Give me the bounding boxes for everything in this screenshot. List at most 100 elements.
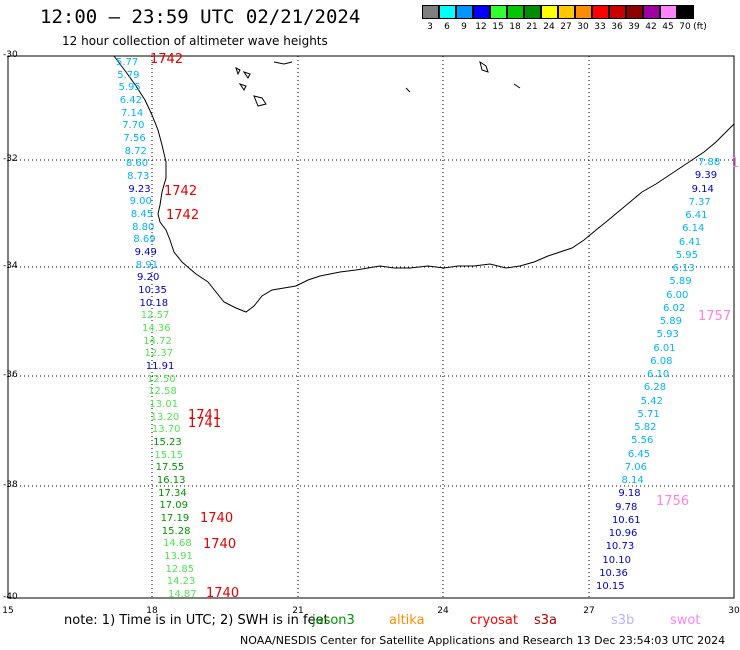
- legend-swatch: [524, 5, 541, 19]
- wave-height-label: 5.42: [640, 395, 663, 407]
- wave-height-label: 9.20: [137, 272, 160, 284]
- pass-time-label: 1740: [203, 537, 237, 552]
- wave-height-label: 9.49: [134, 247, 157, 258]
- legend-swatch: [626, 5, 643, 19]
- legend-label: 15: [492, 22, 504, 32]
- legend-swatch: [439, 5, 456, 19]
- legend-label: 18: [509, 22, 521, 32]
- wave-height-label: 8.72: [124, 145, 147, 157]
- wave-height-label: 14.68: [163, 538, 192, 550]
- wave-height-label: 14.23: [166, 576, 196, 588]
- wave-height-label: 15.15: [154, 449, 184, 461]
- wave-height-label: 5.56: [631, 435, 654, 447]
- legend-label: 30: [577, 22, 589, 32]
- lat-tick-label: -38: [3, 480, 18, 490]
- wave-height-label: 9.23: [128, 183, 151, 195]
- wave-height-label: 6.01: [653, 342, 676, 354]
- wave-height-label: 14.36: [142, 323, 171, 334]
- wave-height-label: 7.56: [123, 133, 146, 144]
- legend-swatch: [677, 5, 694, 19]
- satellite-jason3: jason3: [312, 613, 355, 628]
- wave-height-label: 7.70: [122, 120, 145, 132]
- lat-tick-label: -30: [3, 50, 18, 60]
- lat-tick-label: -36: [3, 370, 18, 380]
- pass-time-label: 1757: [698, 309, 732, 324]
- legend-label: 6: [444, 22, 450, 32]
- wave-height-label: 9.78: [615, 501, 638, 513]
- wave-height-label: 7.14: [120, 107, 144, 119]
- page-subtitle: 12 hour collection of altimeter wave hei…: [62, 34, 328, 48]
- legend-swatch: [473, 5, 490, 19]
- wave-height-label: 10.18: [139, 297, 169, 309]
- legend-swatch: [643, 5, 660, 19]
- legend-label: 70: [679, 22, 691, 32]
- footnote: note: 1) Time is in UTC; 2) SWH is in fe…: [64, 613, 329, 628]
- wave-height-label: 10.10: [602, 554, 632, 566]
- legend-label: 24: [543, 22, 555, 32]
- legend-swatch: [592, 5, 609, 19]
- lon-tick-label: 24: [437, 606, 449, 616]
- wave-height-label: 12.85: [165, 563, 195, 575]
- wave-height-label: 6.02: [662, 302, 686, 314]
- wave-height-label: 6.41: [678, 236, 702, 248]
- wave-height-label: 6.10: [647, 369, 670, 380]
- legend-swatch: [558, 5, 575, 19]
- satellite-s3a: s3a: [534, 613, 558, 628]
- wave-height-label: 13.01: [149, 399, 179, 410]
- islands: [235, 60, 521, 107]
- legend-label: 9: [461, 22, 467, 32]
- wave-height-label: 13.20: [150, 411, 180, 423]
- lon-tick-label: 15: [2, 606, 14, 616]
- lon-tick-label: 30: [728, 606, 740, 616]
- wave-height-label: 5.71: [637, 408, 660, 420]
- legend-label: 12: [475, 22, 487, 32]
- satellite-swot: swot: [670, 613, 701, 628]
- page-title: 12:00 – 23:59 UTC 02/21/2024: [40, 6, 361, 28]
- satellite-s3b: s3b: [611, 613, 635, 628]
- grid: [8, 56, 734, 598]
- pass-time-label: 1740: [200, 511, 234, 526]
- legend-swatch: [507, 5, 524, 19]
- pass-time-label: 1: [731, 156, 740, 171]
- wave-height-label: 9.39: [694, 170, 718, 182]
- wave-height-label: 13.70: [151, 424, 181, 436]
- legend-swatch: [541, 5, 558, 19]
- lat-tick-label: -40: [3, 592, 18, 602]
- coastline: [113, 55, 735, 313]
- wave-height-label: 6.14: [682, 223, 705, 235]
- wave-height-label: 12.58: [148, 386, 177, 398]
- satellite-altika: altika: [389, 613, 425, 628]
- wave-height-label: 12.50: [146, 373, 176, 385]
- wave-height-label: 9.14: [691, 183, 714, 195]
- wave-height-label: 15.23: [153, 437, 182, 448]
- wave-height-label: 5.89: [659, 316, 683, 327]
- wave-height-label: 6.13: [672, 263, 695, 274]
- legend-swatch: [575, 5, 592, 19]
- pass-time-label: 1741: [188, 416, 222, 431]
- wave-height-label: 10.96: [608, 528, 638, 539]
- wave-height-label: 12.57: [140, 310, 170, 322]
- lat-tick-label: -32: [3, 154, 18, 164]
- wave-height-label: 8.60: [125, 158, 149, 170]
- legend-label: 45: [662, 22, 674, 32]
- lon-tick-label: 21: [292, 606, 304, 616]
- wave-height-label: 5.95: [675, 249, 698, 261]
- wave-height-label: 5.82: [634, 422, 657, 433]
- wave-height-label: 8.91: [135, 259, 159, 271]
- wave-height-label: 14.72: [143, 335, 172, 347]
- wave-height-label: 6.41: [685, 210, 708, 221]
- wave-height-label: 11.91: [145, 361, 175, 372]
- wave-height-label: 6.00: [666, 289, 689, 301]
- wave-height-label: 5.93: [656, 329, 679, 341]
- lon-tick-label: 18: [146, 606, 158, 616]
- wave-height-label: 8.69: [133, 234, 156, 246]
- satellite-cryosat: cryosat: [470, 613, 518, 628]
- pass-time-label: 1741: [188, 408, 222, 423]
- wave-height-label: 10.36: [599, 567, 628, 579]
- legend-label: 33: [594, 22, 606, 32]
- pass-time-label: 1740: [206, 586, 240, 601]
- wave-height-label: 5.79: [117, 69, 140, 81]
- wave-height-label: 16.13: [156, 475, 186, 486]
